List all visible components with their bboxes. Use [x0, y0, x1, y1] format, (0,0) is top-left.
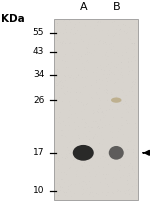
- Ellipse shape: [73, 145, 94, 161]
- Text: KDa: KDa: [2, 14, 25, 24]
- Text: B: B: [112, 2, 120, 12]
- Text: A: A: [80, 2, 87, 12]
- Text: 34: 34: [33, 70, 44, 79]
- Ellipse shape: [109, 146, 124, 160]
- Text: 43: 43: [33, 47, 44, 56]
- Text: 17: 17: [33, 148, 44, 157]
- Ellipse shape: [111, 97, 122, 103]
- Text: 55: 55: [33, 28, 44, 37]
- FancyBboxPatch shape: [54, 19, 138, 200]
- Text: 10: 10: [33, 186, 44, 195]
- Text: 26: 26: [33, 96, 44, 105]
